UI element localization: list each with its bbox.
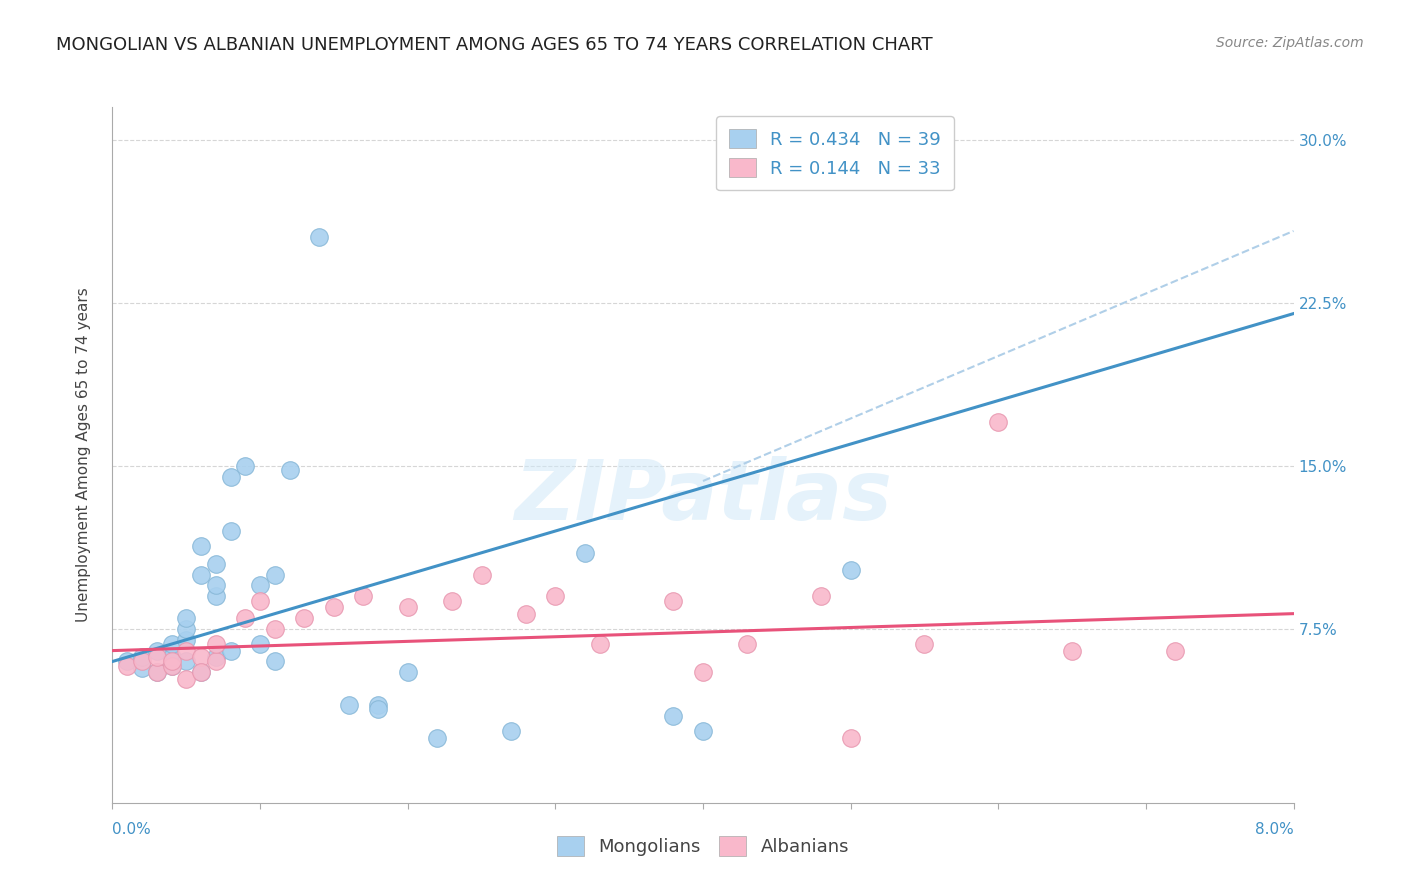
Point: [352, 589, 374, 603]
Point: [426, 731, 449, 745]
Point: [337, 698, 360, 712]
Point: [515, 607, 537, 621]
Text: 0.0%: 0.0%: [112, 822, 152, 837]
Point: [117, 655, 138, 669]
Point: [219, 524, 242, 538]
Point: [501, 724, 523, 739]
Point: [1062, 643, 1084, 657]
Point: [190, 665, 212, 680]
Point: [174, 643, 197, 657]
Point: [278, 463, 301, 477]
Point: [323, 600, 346, 615]
Point: [174, 611, 197, 625]
Point: [839, 731, 862, 745]
Point: [190, 539, 212, 553]
Point: [219, 469, 242, 483]
Point: [692, 665, 714, 680]
Point: [233, 611, 256, 625]
Point: [692, 724, 714, 739]
Y-axis label: Unemployment Among Ages 65 to 74 years: Unemployment Among Ages 65 to 74 years: [76, 287, 91, 623]
Point: [205, 650, 228, 665]
Point: [396, 600, 419, 615]
Point: [1164, 643, 1187, 657]
Point: [205, 589, 228, 603]
Point: [308, 230, 330, 244]
Point: [174, 622, 197, 636]
Point: [839, 563, 862, 577]
Point: [810, 589, 832, 603]
Point: [160, 658, 183, 673]
Point: [146, 665, 169, 680]
Point: [205, 655, 228, 669]
Point: [662, 593, 685, 607]
Point: [264, 655, 287, 669]
Point: [160, 655, 183, 669]
Point: [737, 637, 759, 651]
Point: [174, 655, 197, 669]
Point: [219, 643, 242, 657]
Point: [367, 702, 389, 716]
Point: [146, 643, 169, 657]
Point: [471, 567, 494, 582]
Point: [264, 622, 287, 636]
Point: [987, 415, 1010, 429]
Point: [131, 650, 153, 665]
Point: [396, 665, 419, 680]
Point: [174, 672, 197, 686]
Point: [160, 637, 183, 651]
Point: [588, 637, 610, 651]
Point: [914, 637, 936, 651]
Point: [249, 578, 271, 592]
Point: [205, 578, 228, 592]
Point: [131, 655, 153, 669]
Point: [292, 611, 315, 625]
Point: [131, 661, 153, 675]
Point: [205, 557, 228, 571]
Point: [146, 665, 169, 680]
Text: Source: ZipAtlas.com: Source: ZipAtlas.com: [1216, 36, 1364, 50]
Text: MONGOLIAN VS ALBANIAN UNEMPLOYMENT AMONG AGES 65 TO 74 YEARS CORRELATION CHART: MONGOLIAN VS ALBANIAN UNEMPLOYMENT AMONG…: [56, 36, 932, 54]
Point: [190, 665, 212, 680]
Point: [205, 637, 228, 651]
Text: ZIPatlas: ZIPatlas: [515, 456, 891, 537]
Point: [190, 650, 212, 665]
Point: [233, 458, 256, 473]
Legend: Mongolians, Albanians: Mongolians, Albanians: [550, 829, 856, 863]
Point: [160, 658, 183, 673]
Point: [367, 698, 389, 712]
Point: [574, 546, 596, 560]
Point: [662, 708, 685, 723]
Point: [160, 650, 183, 665]
Point: [249, 637, 271, 651]
Point: [146, 650, 169, 665]
Point: [264, 567, 287, 582]
Text: 8.0%: 8.0%: [1254, 822, 1294, 837]
Point: [190, 567, 212, 582]
Point: [441, 593, 464, 607]
Point: [544, 589, 567, 603]
Point: [249, 593, 271, 607]
Point: [174, 632, 197, 647]
Point: [117, 658, 138, 673]
